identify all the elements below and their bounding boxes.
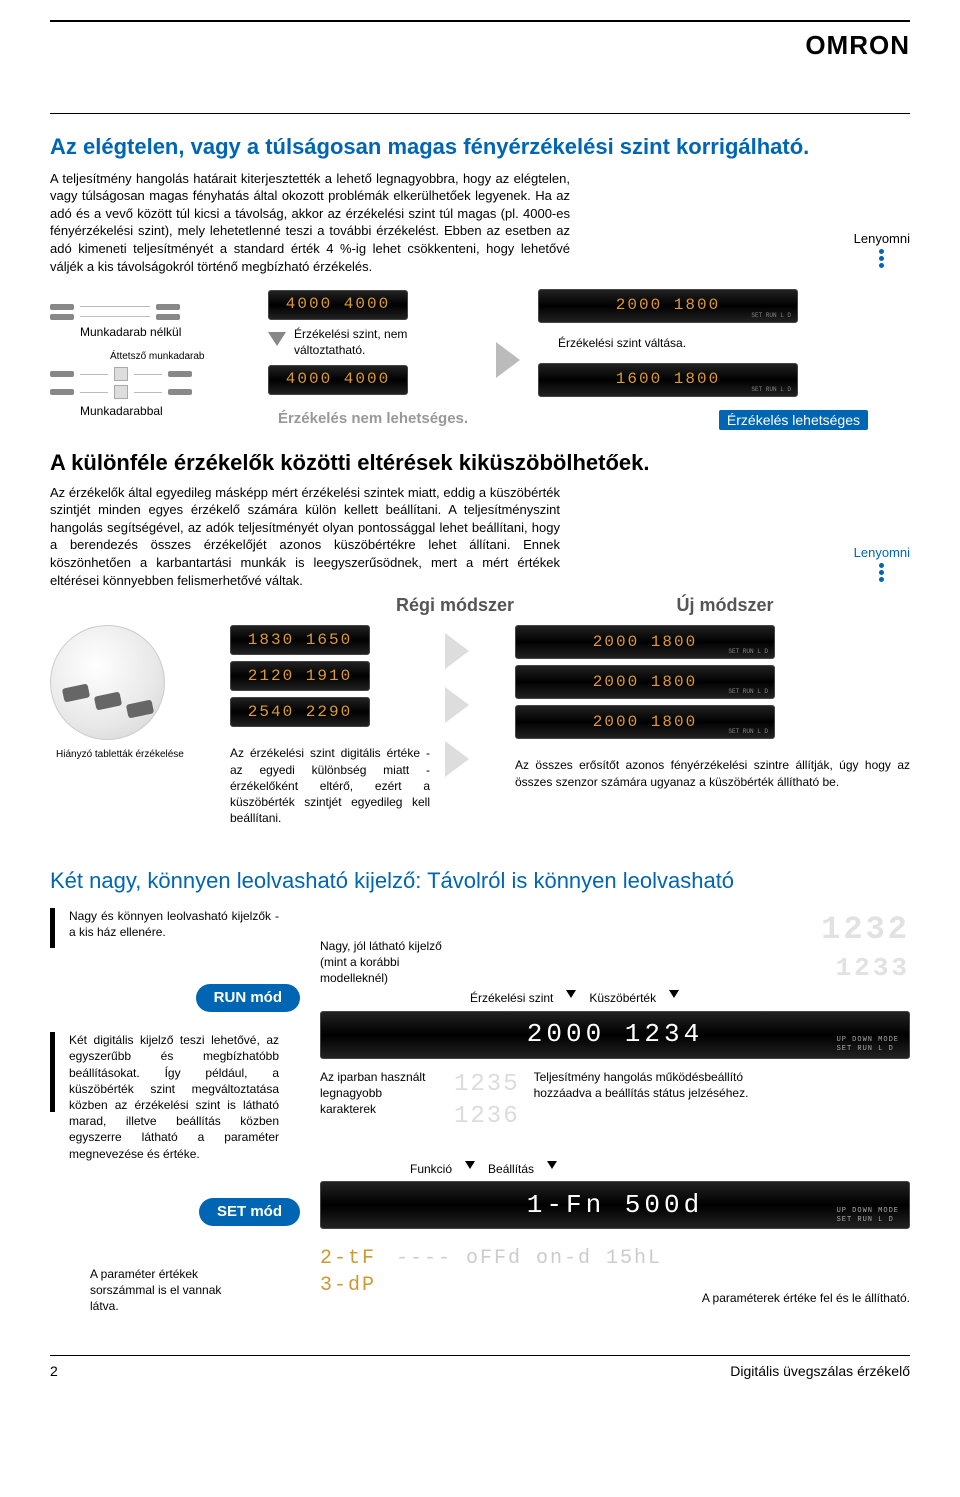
arrow-down-icon [547,1161,557,1169]
set-mode-display: 1-Fn 500dUP DOWN MODESET RUN L D [320,1181,910,1229]
press-label-2: Lenyomni [854,544,910,589]
section3-title: Két nagy, könnyen leolvasható kijelző: T… [50,866,910,896]
footer-title: Digitális üvegszálas érzékelő [730,1362,910,1381]
label-missing-tablets: Hiányzó tabletták érzékelése [56,748,220,762]
arrow-down-icon [268,332,286,346]
section1-body: A teljesítmény hangolás határait kiterje… [50,170,570,275]
label-possible: Érzékelés lehetséges [719,410,868,430]
section2-title: A különféle érzékelők közötti eltérések … [50,448,910,478]
ghost-digits-2: 1233 [474,951,910,986]
label-param-adj: A paraméterek értéke fel és le állítható… [396,1290,910,1306]
label-threshold: Küszöbérték [589,990,656,1006]
label-function: Funkció [410,1161,452,1177]
section3-p1: Nagy és könnyen leolvasható kijelzők - a… [69,908,279,940]
illustration-tablets [50,625,165,740]
label-tuning-indicator: Teljesítmény hangolás működésbeállító ho… [534,1069,754,1101]
ghost-digits-1: 1232 [474,908,910,951]
section2-body: Az érzékelők által egyedileg másképp mér… [50,484,560,589]
label-no-workpiece: Munkadarab nélkül [80,324,250,340]
label-level-fixed: Érzékelési szint, nem változtatható. [294,326,478,358]
label-detection-level: Érzékelési szint [470,990,553,1006]
param-list: 2-tF 3-dP [320,1245,376,1299]
new-method-displays: 2000 1800SET RUN L D 2000 1800SET RUN L … [515,625,910,789]
display-large-1: 2000 1800SET RUN L D [538,289,798,323]
label-not-possible: Érzékelés nem lehetséges. [268,409,478,429]
arrow-down-icon [669,990,679,998]
page-number: 2 [50,1362,58,1381]
beam-diagram-4 [50,385,250,399]
run-mode-badge: RUN mód [196,984,300,1012]
display-large-2: 1600 1800SET RUN L D [538,363,798,397]
old-method-title: Régi módszer [370,593,540,617]
arrow-right-icon [445,687,469,723]
label-industry-chars: Az iparban használt legnagyobb karaktere… [320,1069,440,1118]
brand-text: OMRON [805,30,910,60]
label-transparent: Áttetsző munkadarab [110,350,250,364]
run-mode-display: 2000 1234UP DOWN MODESET RUN L D [320,1011,910,1059]
note-new-method: Az összes erősítőt azonos fényérzékelési… [515,757,910,789]
set-mode-badge: SET mód [199,1198,300,1226]
press-label-1: Lenyomni [854,230,910,271]
arrow-right-icon [496,342,520,378]
arrow-down-icon [566,990,576,998]
label-big-display: Nagy, jól látható kijelző (mint a korább… [320,938,460,987]
arrow-right-icon [445,633,469,669]
ghost-digits-4: 1236 [454,1101,520,1133]
label-with-workpiece: Munkadarabbal [80,403,250,419]
beam-diagram-1 [50,304,250,310]
note-old-method: Az érzékelési szint digitális értéke - a… [230,745,430,826]
brand-logo: OMRON [50,20,910,63]
display-small-2: 4000 4000 [268,365,408,395]
display-small-1: 4000 4000 [268,290,408,320]
new-method-title: Új módszer [640,593,810,617]
arrow-right-icon [445,741,469,777]
beam-diagram-2 [50,314,250,320]
ghost-digits-3: 1235 [454,1069,520,1101]
section3-p2: Két digitális kijelző teszi lehetővé, az… [69,1032,279,1162]
label-param-number: A paraméter értékek sorszámmal is el van… [90,1266,240,1315]
label-setting: Beállítás [488,1161,534,1177]
old-method-displays: 1830 1650 2120 1910 2540 2290 Az érzékel… [230,625,435,826]
section1-title: Az elégtelen, vagy a túlságosan magas fé… [50,132,910,162]
beam-diagram-3 [50,367,250,381]
label-level-change: Érzékelési szint váltása. [558,335,868,351]
param-segment-values: ---- oFFd on-d 15hL [396,1245,910,1272]
arrow-down-icon [465,1161,475,1169]
